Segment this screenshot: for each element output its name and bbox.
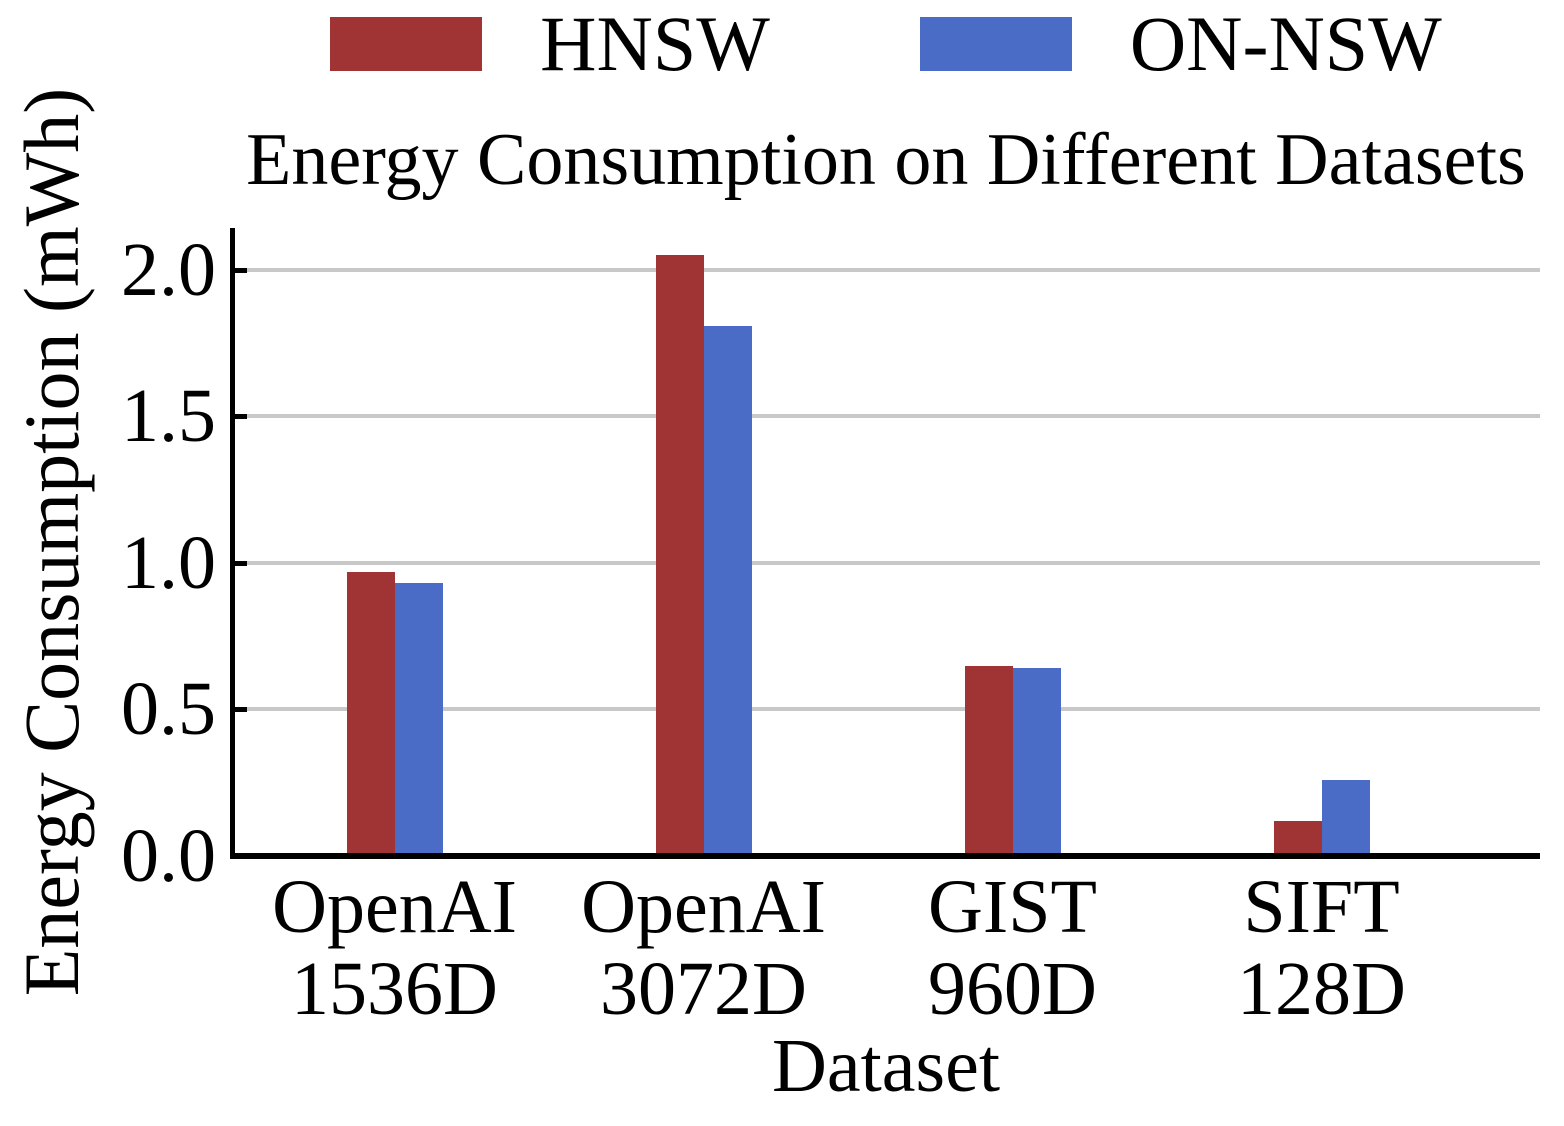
bar-on-nsw-1 bbox=[703, 326, 752, 856]
x-tick-label-line: 128D bbox=[1237, 947, 1406, 1031]
y-tick-1 bbox=[230, 560, 247, 566]
y-tick-label-1.5: 1.5 bbox=[121, 374, 216, 459]
x-tick-label-3: SIFT 128D bbox=[1142, 866, 1502, 1030]
y-tick-2 bbox=[230, 267, 247, 273]
chart-title: Energy Consumption on Different Datasets bbox=[246, 119, 1526, 201]
bar-hnsw-0 bbox=[346, 572, 395, 856]
x-tick-label-line: SIFT bbox=[1243, 865, 1400, 949]
y-tick-label-0.5: 0.5 bbox=[121, 667, 216, 752]
legend-swatch-on-nsw bbox=[919, 17, 1072, 71]
bar-on-nsw-2 bbox=[1012, 668, 1061, 856]
x-tick-label-line: 960D bbox=[928, 947, 1097, 1031]
bar-hnsw-1 bbox=[655, 255, 704, 856]
x-tick-label-line: OpenAI bbox=[272, 865, 517, 949]
legend-item-on-nsw: ON-NSW bbox=[919, 0, 1442, 87]
legend-item-hnsw: HNSW bbox=[330, 5, 770, 83]
bar-on-nsw-0 bbox=[394, 583, 443, 856]
bar-hnsw-3 bbox=[1273, 821, 1322, 856]
x-tick-label-line: GIST bbox=[928, 865, 1097, 949]
bar-on-nsw-3 bbox=[1321, 780, 1370, 856]
x-axis-label: Dataset bbox=[772, 1024, 1000, 1108]
y-tick-1.5 bbox=[230, 414, 247, 420]
y-tick-0.5 bbox=[230, 707, 247, 713]
gridline-1.5 bbox=[237, 414, 1540, 419]
y-tick-label-0: 0.0 bbox=[121, 814, 216, 898]
x-tick-label-line: 3072D bbox=[600, 947, 807, 1031]
gridline-1 bbox=[237, 560, 1540, 565]
y-axis-spine bbox=[230, 228, 235, 859]
x-tick-label-line: 1536D bbox=[291, 947, 498, 1031]
bar-hnsw-2 bbox=[964, 666, 1013, 856]
legend: HNSW ON-NSW bbox=[232, 0, 1540, 88]
x-axis-spine bbox=[230, 853, 1540, 859]
gridline-0.5 bbox=[237, 707, 1540, 712]
x-tick-label-line: OpenAI bbox=[581, 865, 826, 949]
x-tick-label-2: GIST 960D bbox=[833, 866, 1193, 1030]
legend-swatch-hnsw bbox=[330, 17, 483, 71]
y-tick-label-2: 2.0 bbox=[121, 227, 216, 312]
legend-label-on-nsw: ON-NSW bbox=[1129, 0, 1442, 87]
legend-label-hnsw: HNSW bbox=[540, 0, 770, 87]
gridline-2 bbox=[237, 267, 1540, 272]
x-tick-label-1: OpenAI 3072D bbox=[524, 866, 884, 1030]
y-tick-label-1: 1.0 bbox=[121, 520, 216, 605]
y-tick-0 bbox=[230, 854, 247, 859]
x-tick-label-0: OpenAI 1536D bbox=[215, 866, 575, 1030]
